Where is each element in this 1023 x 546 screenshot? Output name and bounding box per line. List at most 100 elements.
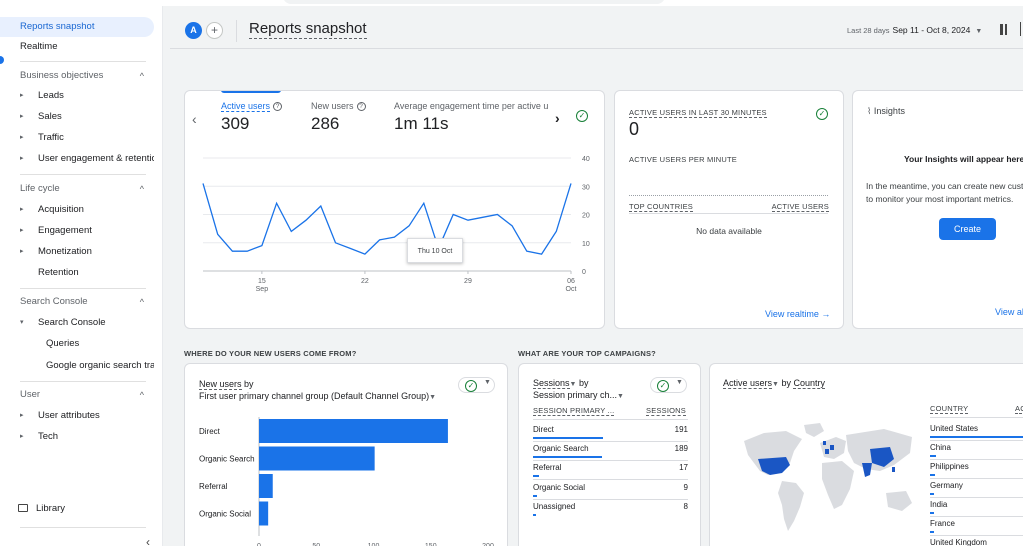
chevron-right-icon[interactable]: › bbox=[555, 110, 560, 126]
table-row[interactable]: Unassigned 8 bbox=[533, 499, 688, 518]
view-realtime-link[interactable]: View realtime → bbox=[765, 309, 831, 319]
sidebar-item-leads[interactable]: ▸ Leads bbox=[8, 86, 154, 106]
help-icon[interactable]: ? bbox=[273, 102, 283, 111]
new-users-section-title: WHERE DO YOUR NEW USERS COME FROM? bbox=[184, 349, 357, 358]
dimension-selector[interactable]: Country bbox=[793, 378, 825, 389]
sidebar-item-sales[interactable]: ▸ Sales bbox=[8, 107, 154, 127]
campaigns-section-title: WHAT ARE YOUR TOP CAMPAIGNS? bbox=[518, 349, 656, 358]
caret-right-icon: ▸ bbox=[20, 134, 24, 141]
sidebar-item-queries[interactable]: Queries bbox=[46, 338, 80, 349]
card-options-pill[interactable]: ✓ ▼ bbox=[650, 377, 687, 393]
help-icon[interactable]: ? bbox=[356, 102, 366, 111]
section-user[interactable]: User ^ bbox=[8, 386, 154, 404]
sidebar-item-google-organic-search[interactable]: Google organic search traf... bbox=[46, 360, 154, 371]
col-sessions[interactable]: SESSIONS bbox=[646, 406, 686, 416]
metric-value: 309 bbox=[221, 114, 250, 133]
table-row[interactable]: Direct 191 bbox=[533, 422, 688, 441]
bar-category-label: Organic Social bbox=[199, 510, 251, 519]
table-row[interactable]: Germany bbox=[930, 479, 1023, 498]
divider bbox=[533, 498, 688, 500]
sidebar-item-tech[interactable]: ▸ Tech bbox=[8, 427, 154, 447]
date-range-picker[interactable]: Last 28 days Sep 11 - Oct 8, 2024 ▼ bbox=[847, 25, 982, 35]
dimension-selector[interactable]: First user primary channel group (Defaul… bbox=[199, 391, 430, 401]
col-active-users[interactable]: AC bbox=[1015, 404, 1023, 414]
metric-new-users[interactable]: New users? 286 bbox=[311, 101, 366, 134]
caret-down-icon: ▼ bbox=[772, 381, 779, 388]
col-country[interactable]: COUNTRY bbox=[930, 404, 969, 414]
sidebar-item-engagement[interactable]: ▸ Engagement bbox=[8, 221, 154, 241]
table-row[interactable]: Organic Search 189 bbox=[533, 441, 688, 460]
campaigns-card-title[interactable]: Sessions▼ by Session primary ch...▼ bbox=[533, 378, 624, 400]
row-country-name: Philippines bbox=[930, 462, 969, 471]
table-row[interactable]: United States bbox=[930, 422, 1023, 441]
row-share-bar bbox=[930, 436, 1023, 438]
card-options-pill[interactable]: ✓ ▼ bbox=[458, 377, 495, 393]
sidebar-item-user-attributes[interactable]: ▸ User attributes bbox=[8, 406, 154, 426]
sidebar-item-retention[interactable]: Retention bbox=[38, 267, 79, 278]
world-map bbox=[744, 423, 912, 531]
x-tick-label: 50 bbox=[312, 543, 320, 546]
sidebar-item-realtime[interactable]: Realtime bbox=[20, 41, 58, 52]
table-row[interactable]: China bbox=[930, 441, 1023, 460]
map-land-australia bbox=[886, 491, 912, 511]
caret-down-icon: ▼ bbox=[429, 394, 437, 401]
view-all-insights-link[interactable]: View all bbox=[995, 307, 1023, 317]
divider bbox=[533, 479, 688, 481]
y-tick-label: 20 bbox=[582, 213, 590, 220]
table-row[interactable]: Organic Social 9 bbox=[533, 480, 688, 499]
section-search-console[interactable]: Search Console ^ bbox=[8, 293, 154, 311]
country-card-title[interactable]: Active users▼ by Country bbox=[723, 378, 825, 389]
page-title: Reports snapshot bbox=[249, 20, 367, 39]
metric-selector[interactable]: Active users bbox=[723, 378, 773, 389]
collapse-sidebar-icon[interactable]: ‹ bbox=[146, 535, 150, 546]
bar bbox=[259, 446, 375, 471]
sidebar-item-monetization[interactable]: ▸ Monetization bbox=[8, 242, 154, 262]
sidebar: Reports snapshot Realtime Business objec… bbox=[0, 6, 163, 546]
x-tick-label: 0 bbox=[257, 543, 261, 546]
active-tab-indicator bbox=[221, 91, 281, 93]
compare-columns-icon[interactable] bbox=[1000, 24, 1010, 35]
top-search-field[interactable] bbox=[283, 0, 665, 4]
sidebar-item-acquisition[interactable]: ▸ Acquisition bbox=[8, 200, 154, 220]
divider bbox=[1020, 22, 1021, 36]
y-tick-label: 40 bbox=[582, 156, 590, 163]
section-life-cycle[interactable]: Life cycle ^ bbox=[8, 180, 154, 198]
library-link[interactable]: Library bbox=[18, 503, 65, 514]
chevron-left-icon[interactable]: ‹ bbox=[192, 111, 197, 127]
metric-selector[interactable]: New users bbox=[199, 379, 242, 390]
chevron-up-icon: ^ bbox=[139, 71, 144, 81]
table-row[interactable]: Philippines bbox=[930, 460, 1023, 479]
check-circle-icon[interactable]: ✓ bbox=[816, 108, 828, 120]
create-insight-button[interactable]: Create bbox=[939, 218, 996, 240]
avatar[interactable]: A bbox=[185, 22, 202, 39]
table-row[interactable]: Referral 17 bbox=[533, 460, 688, 479]
table-row[interactable]: France bbox=[930, 517, 1023, 536]
check-circle-icon[interactable]: ✓ bbox=[576, 110, 588, 122]
insights-header: ⌇ Insights bbox=[867, 106, 905, 116]
divider bbox=[533, 441, 688, 442]
sidebar-item-reports-snapshot[interactable]: Reports snapshot bbox=[0, 17, 154, 37]
metric-avg-engagement[interactable]: Average engagement time per active us 1m… bbox=[394, 101, 548, 134]
section-business-objectives[interactable]: Business objectives ^ bbox=[8, 67, 154, 85]
row-share-bar bbox=[930, 455, 936, 457]
bar bbox=[259, 474, 273, 498]
divider bbox=[930, 459, 1023, 460]
metric-selector[interactable]: Sessions bbox=[533, 378, 570, 389]
table-row[interactable]: India bbox=[930, 498, 1023, 517]
sidebar-item-user-engagement[interactable]: ▸ User engagement & retention bbox=[8, 149, 154, 169]
table-row[interactable]: United Kingdom bbox=[930, 536, 1023, 546]
dimension-selector[interactable]: Session primary ch... bbox=[533, 390, 618, 400]
add-comparison-icon[interactable]: + bbox=[206, 22, 223, 39]
sidebar-item-search-console[interactable]: ▾ Search Console bbox=[8, 313, 154, 333]
bar-category-label: Referral bbox=[199, 482, 228, 491]
arrow-right-icon: → bbox=[821, 309, 831, 319]
x-tick-label: 15 bbox=[258, 278, 266, 285]
sidebar-item-traffic[interactable]: ▸ Traffic bbox=[8, 128, 154, 148]
x-tick-label: 06 bbox=[567, 278, 575, 285]
col-session-channel[interactable]: SESSION PRIMARY ... bbox=[533, 406, 615, 416]
new-users-card-title[interactable]: New users by First user primary channel … bbox=[199, 379, 437, 401]
row-share-bar bbox=[533, 475, 540, 478]
row-country-name: China bbox=[930, 443, 951, 452]
metric-active-users[interactable]: Active users? 309 bbox=[221, 101, 283, 134]
